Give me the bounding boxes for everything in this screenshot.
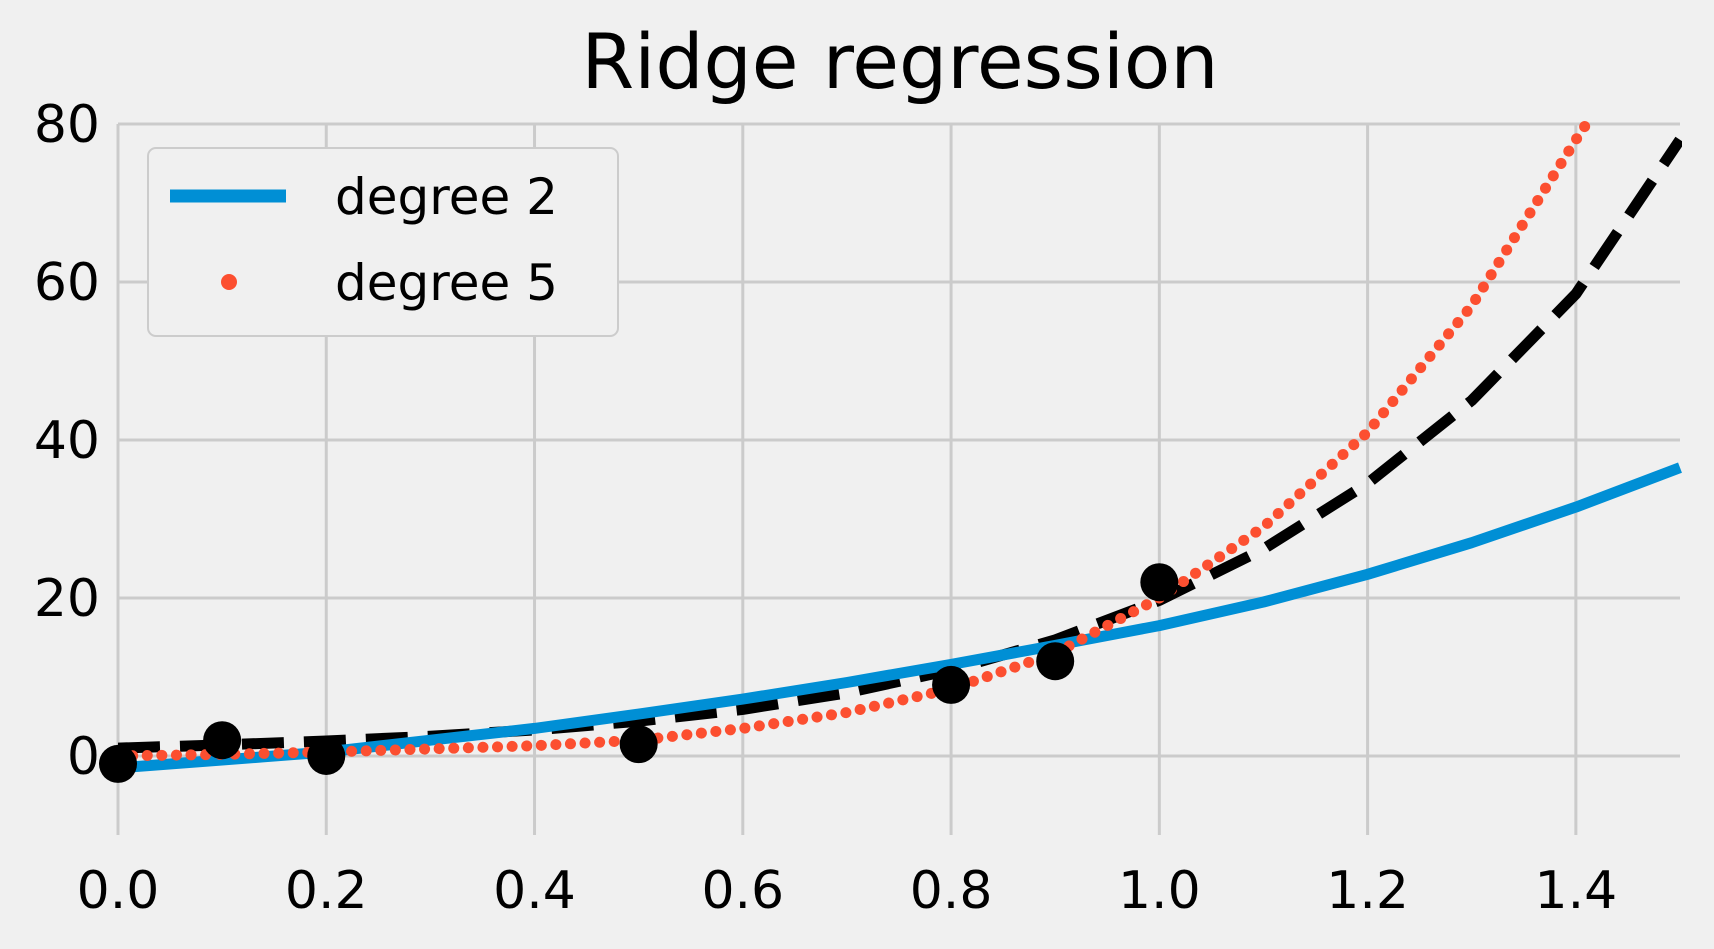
data-point <box>307 737 346 775</box>
chart-title: Ridge regression <box>581 17 1218 106</box>
x-tick-label: 0.0 <box>77 861 160 921</box>
x-tick-label: 1.2 <box>1326 861 1409 921</box>
x-tick-label: 0.2 <box>285 861 368 921</box>
y-tick-label: 0 <box>67 727 100 787</box>
legend-swatch-degree-5 <box>221 274 237 290</box>
x-tick-label: 0.6 <box>701 861 784 921</box>
y-tick-label: 40 <box>34 411 100 471</box>
data-point <box>619 725 658 764</box>
series-line-reference <box>118 136 1682 754</box>
tick-labels: 0.0 0.2 0.4 0.6 0.8 1.0 1.2 1.4 0 20 40 60 80 <box>34 95 1617 921</box>
data-point <box>1036 642 1075 681</box>
data-points <box>99 563 1179 783</box>
data-point <box>1140 563 1179 602</box>
series-line-degree-5 <box>118 118 1592 762</box>
y-tick-label: 60 <box>34 253 100 313</box>
x-tick-label: 0.8 <box>910 861 993 921</box>
x-tick-label: 0.4 <box>493 861 576 921</box>
data-point <box>203 721 242 760</box>
y-tick-label: 80 <box>34 95 100 155</box>
data-point <box>932 665 971 704</box>
x-tick-label: 1.4 <box>1535 861 1618 921</box>
x-tick-label: 1.0 <box>1118 861 1201 921</box>
legend-label-degree-5: degree 5 <box>335 254 558 312</box>
data-point <box>99 744 137 783</box>
legend-label-degree-2: degree 2 <box>335 168 558 226</box>
y-tick-label: 20 <box>34 569 100 629</box>
series-layer <box>118 118 1682 774</box>
legend: degree 2 degree 5 <box>147 147 619 337</box>
